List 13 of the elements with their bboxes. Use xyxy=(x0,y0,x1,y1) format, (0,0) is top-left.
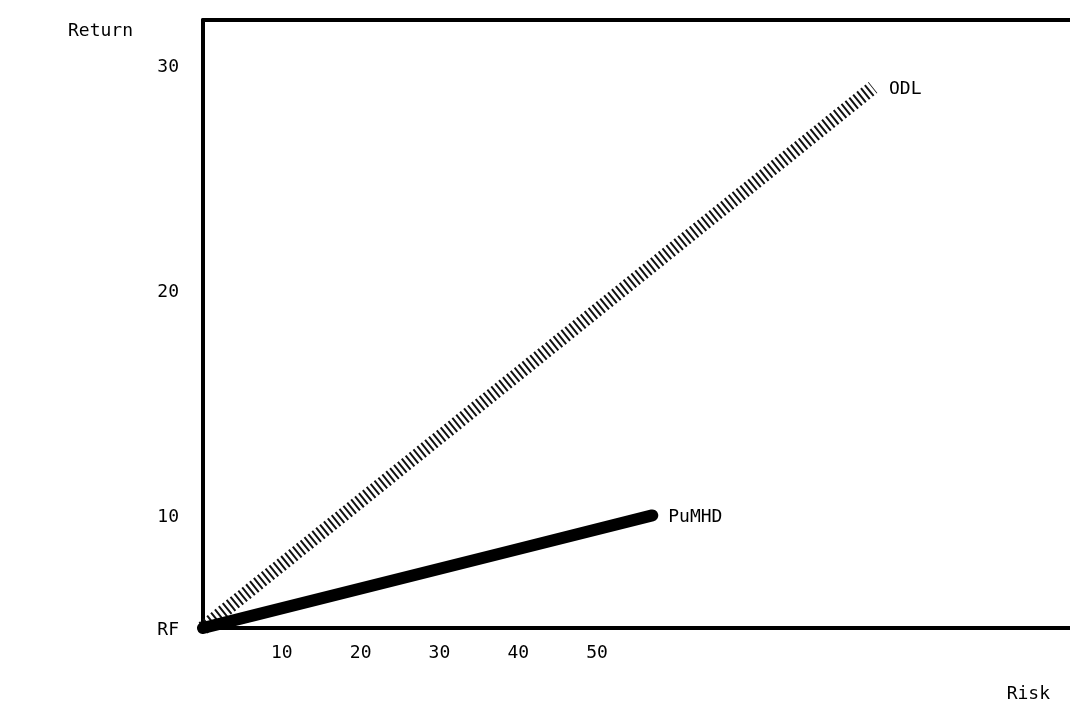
series-label: PuMHD xyxy=(668,504,723,526)
x-tick-label: 20 xyxy=(349,640,372,662)
y-tick-label: RF xyxy=(157,617,179,639)
series-label: ODL xyxy=(888,77,922,99)
x-tick-label: 40 xyxy=(507,640,530,662)
x-axis-title: Risk xyxy=(1006,681,1051,703)
x-tick-label: 30 xyxy=(428,640,451,662)
x-tick-label: 50 xyxy=(586,640,608,662)
y-tick-label: 20 xyxy=(157,279,179,301)
y-axis-title: Return xyxy=(67,18,133,40)
x-tick-label: 10 xyxy=(270,640,293,662)
y-tick-label: 30 xyxy=(157,54,179,76)
y-tick-label: 10 xyxy=(157,504,179,526)
